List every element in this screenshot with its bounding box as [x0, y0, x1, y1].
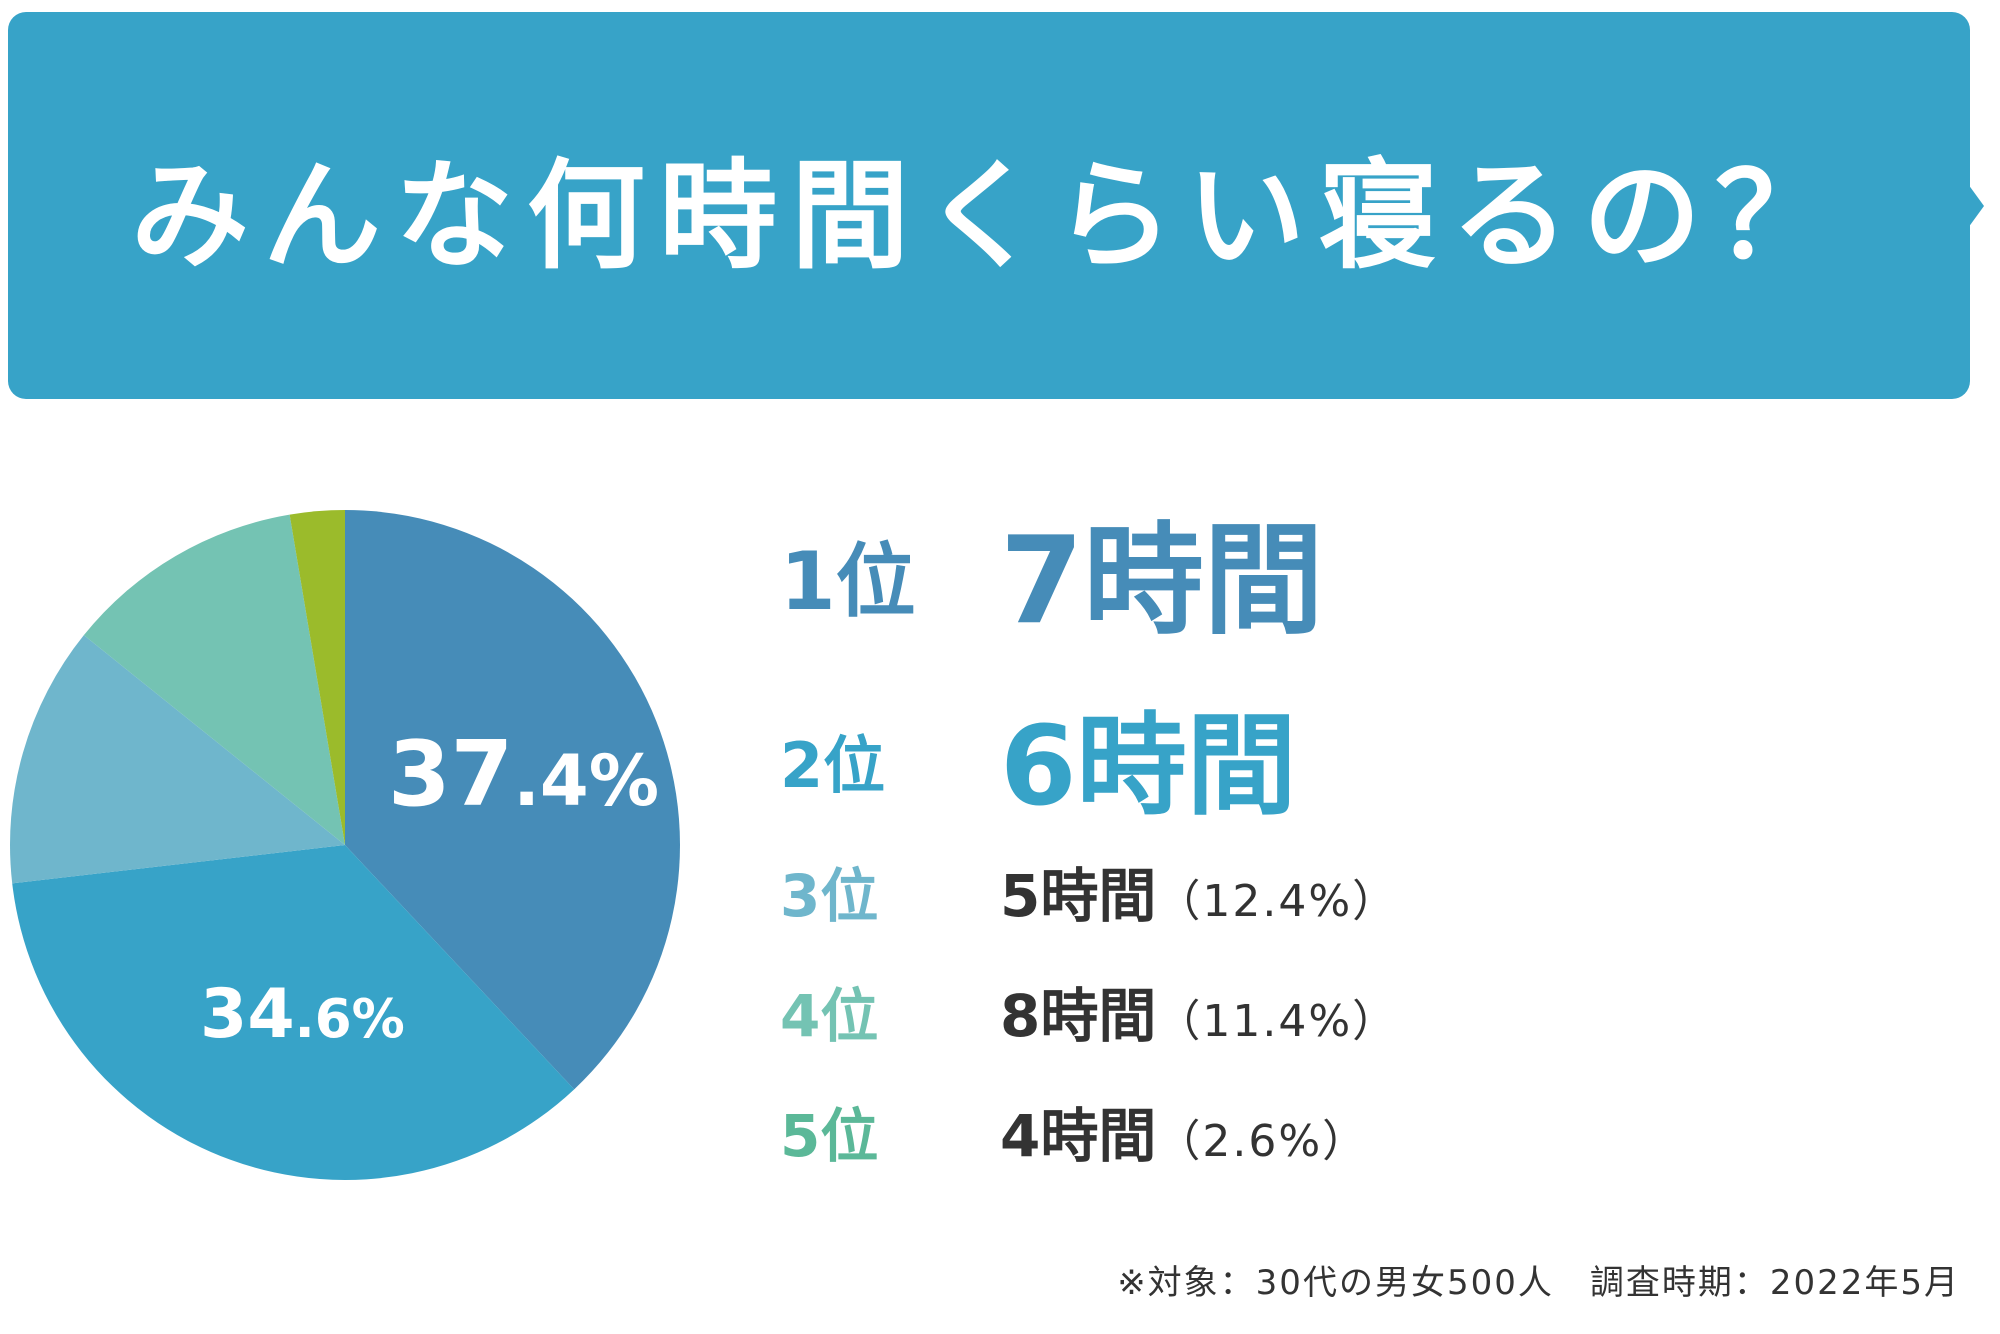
- rank-label: 4位: [780, 982, 879, 1050]
- rank-label: 1位: [780, 535, 916, 628]
- pie-slice-4: [83, 514, 345, 845]
- banner-notch: [1968, 184, 1984, 228]
- ranking-item-2: 2位 6時間: [780, 700, 1297, 832]
- rank-label: 2位: [780, 729, 886, 802]
- pie-label-7h: 37.4%: [388, 722, 660, 827]
- pie-slice-1: [345, 510, 681, 1090]
- pie-slice-3: [9, 635, 345, 884]
- chart-title: みんな何時間くらい寝るの？: [130, 147, 1847, 285]
- rank-label: 3位: [780, 862, 879, 930]
- ranking-item-4: 4位 8時間（11.4%）: [780, 982, 1396, 1052]
- pie-chart: [9, 510, 681, 1180]
- rank-value: 4時間（2.6%）: [1000, 1102, 1369, 1170]
- pie-slice-2: [12, 845, 575, 1180]
- title-banner: みんな何時間くらい寝るの？: [8, 12, 1970, 399]
- rank-value: 6時間: [1000, 702, 1297, 830]
- ranking-item-5: 5位 4時間（2.6%）: [780, 1102, 1366, 1172]
- rank-value: 8時間（11.4%）: [1000, 982, 1399, 1050]
- rank-value: 7時間: [1000, 512, 1324, 651]
- rank-value: 5時間（12.4%）: [1000, 862, 1399, 930]
- ranking-item-3: 3位 5時間（12.4%）: [780, 862, 1396, 932]
- pie-label-6h: 34.6%: [200, 975, 405, 1054]
- pie-slice-5: [289, 510, 345, 845]
- ranking-item-1: 1位 7時間: [780, 510, 1324, 654]
- footnote: ※対象：30代の男女500人 調査時期：2022年5月: [1117, 1263, 1960, 1303]
- rank-label: 5位: [780, 1102, 879, 1170]
